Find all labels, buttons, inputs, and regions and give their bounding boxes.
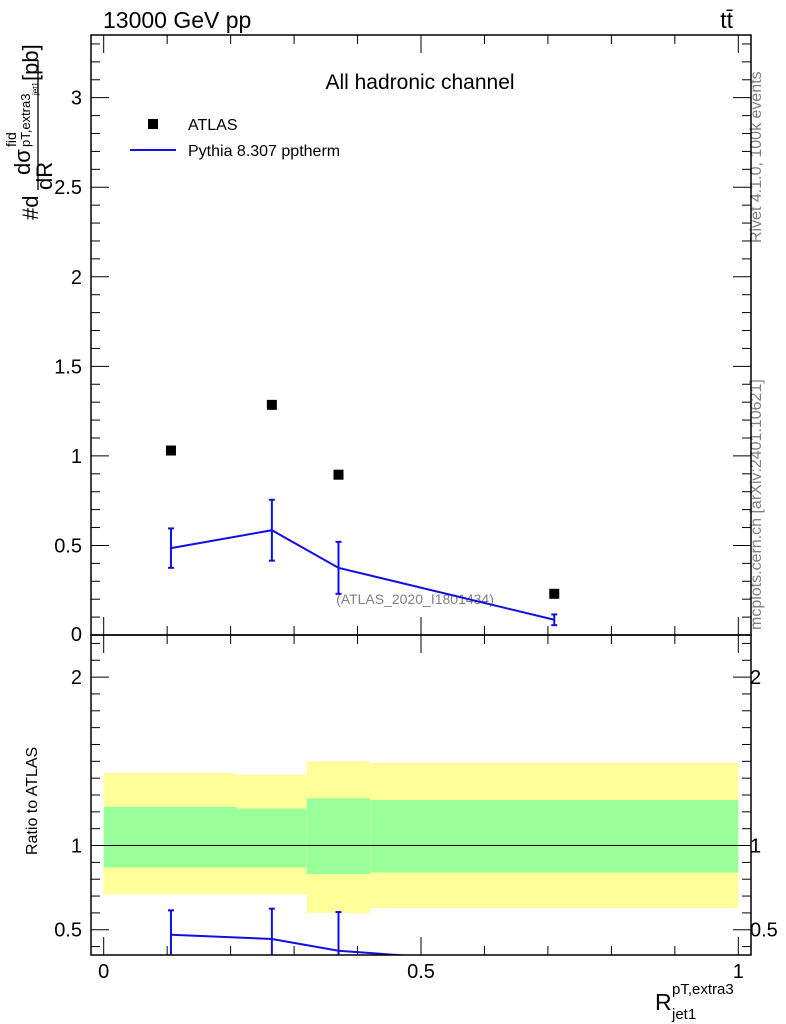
- ratio-y-tick-label-left: 1: [71, 836, 82, 858]
- ylabel-fid: fid: [3, 132, 19, 147]
- ratio-y-tick-label-left: 0.5: [54, 920, 82, 942]
- ratio-y-tick-label-right: 0.5: [750, 920, 778, 942]
- rivet-version-label: Rivet 4.1.0, 100k events: [748, 71, 765, 243]
- x-tick-label: 1: [733, 961, 744, 983]
- main-y-tick-label: 3: [71, 88, 82, 110]
- main-axis-ticks: [91, 35, 751, 635]
- ratio-band-inner: [103, 806, 237, 868]
- x-tick-label: 0: [98, 961, 109, 983]
- main-y-tick-label-zero: 0: [71, 624, 82, 646]
- atlas-data-point: [333, 469, 344, 480]
- main-y-tick-labels: 0.5 1 1.5 2 2.5 3 0: [54, 88, 82, 646]
- ratio-axis-ticks: [91, 635, 751, 955]
- x-tick-labels: 0 0.5 1: [98, 961, 744, 983]
- ratio-y-tick-label-right: 1: [750, 836, 761, 858]
- main-y-tick-label: 1: [71, 446, 82, 468]
- main-title: All hadronic channel: [325, 71, 514, 94]
- ratio-data-layer: [167, 907, 412, 955]
- main-data-layer: [165, 399, 560, 627]
- atlas-data-point: [165, 445, 176, 456]
- ratio-uncertainty-bands: [91, 761, 751, 913]
- xlabel-main: R: [655, 989, 672, 1015]
- ratio-y-tick-labels: 0.5 0.5 1 1 2 2: [54, 667, 778, 942]
- header-right-title: tt̄: [720, 7, 733, 33]
- atlas-data-point: [266, 399, 277, 410]
- ratio-pythia-line: [170, 933, 412, 955]
- atlas-data-point: [549, 588, 560, 599]
- ratio-y-tick-label-left: 2: [71, 667, 82, 689]
- xlabel-subscript: jet1: [671, 1006, 696, 1023]
- header-left-title: 13000 GeV pp: [103, 7, 251, 33]
- main-y-axis-label: #d dσ fid pT,extra3 jet1 dR [pb]: [3, 44, 57, 220]
- x-tick-label: 0.5: [407, 961, 435, 983]
- ylabel-prefix: #d: [18, 196, 43, 220]
- ratio-frame: [90, 634, 752, 956]
- ylabel-sub: pT,extra3: [18, 94, 33, 147]
- xlabel-superscript: pT,extra3: [672, 981, 734, 998]
- x-axis-label: R pT,extra3 jet1: [655, 981, 734, 1023]
- main-y-tick-label: 2: [71, 267, 82, 289]
- ratio-band-inner: [306, 798, 371, 875]
- legend-label-atlas: ATLAS: [188, 117, 238, 134]
- ratio-y-tick-label-right: 2: [750, 667, 761, 689]
- pythia-line: [170, 529, 555, 621]
- main-y-tick-label: 0.5: [54, 535, 82, 557]
- ylabel-denominator: dR: [32, 162, 57, 190]
- ylabel-numerator: dσ: [10, 149, 35, 175]
- legend: ATLAS Pythia 8.307 pptherm: [130, 117, 340, 160]
- ratio-y-axis-label: Ratio to ATLAS: [24, 747, 41, 855]
- legend-marker-atlas: [148, 119, 158, 129]
- ylabel-subsub: jet1: [31, 82, 40, 96]
- ratio-band-inner: [370, 800, 739, 873]
- mcplots-label: mcplots.cern.ch [arXiv:2401.10621]: [748, 379, 765, 630]
- legend-label-pythia: Pythia 8.307 pptherm: [188, 143, 340, 160]
- main-y-tick-label: 2.5: [54, 177, 82, 199]
- ylabel-unit: [pb]: [18, 44, 43, 81]
- ratio-band-inner: [236, 808, 307, 868]
- main-y-tick-label: 1.5: [54, 356, 82, 378]
